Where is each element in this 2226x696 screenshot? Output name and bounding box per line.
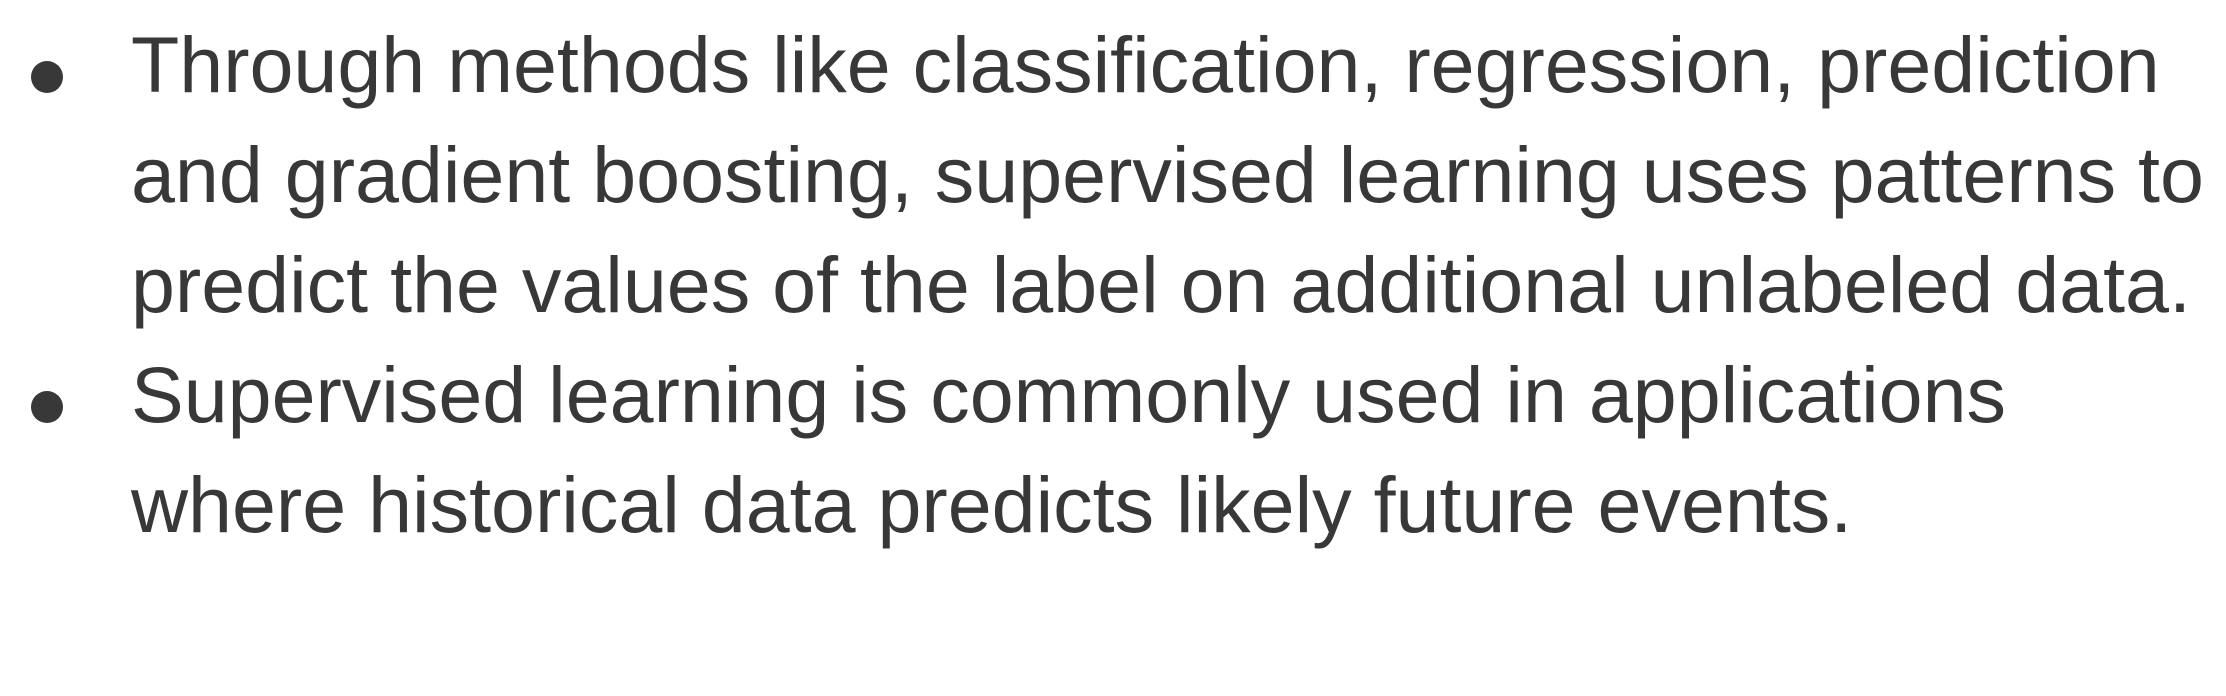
bullet-dot-icon [31, 391, 63, 423]
bullet-text: Through methods like classification, reg… [131, 20, 2204, 329]
bullet-list: Through methods like classification, reg… [0, 10, 2226, 560]
bullet-text: Supervised learning is commonly used in … [131, 350, 2007, 549]
bullet-dot-icon [31, 61, 63, 93]
list-item: Supervised learning is commonly used in … [0, 340, 2226, 560]
list-item: Through methods like classification, reg… [0, 10, 2226, 340]
